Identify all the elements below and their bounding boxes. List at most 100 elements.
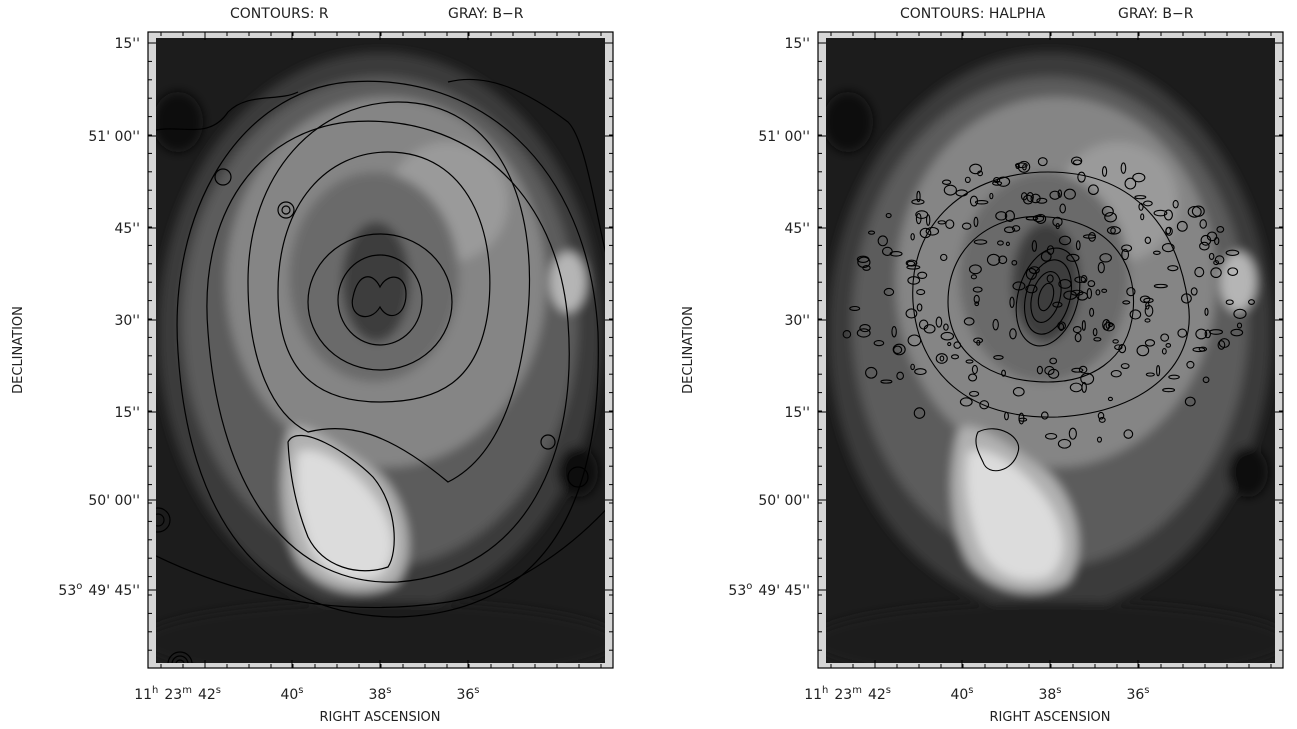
contour-bit bbox=[1134, 195, 1147, 200]
contour-bit bbox=[1145, 372, 1155, 377]
label-text: 38 bbox=[368, 687, 386, 703]
contour-bit bbox=[880, 379, 893, 384]
contour-bit bbox=[1097, 261, 1105, 274]
contour-bit bbox=[1009, 296, 1015, 309]
contour-bit bbox=[963, 317, 975, 326]
contour-bit bbox=[1227, 267, 1239, 277]
contour-bit bbox=[1031, 240, 1038, 252]
contour-bit bbox=[892, 343, 906, 356]
contour-bit bbox=[911, 199, 925, 205]
label-sup: s bbox=[968, 685, 973, 696]
x-tick-label: 11h​23m​42s​ bbox=[804, 685, 891, 703]
y-tick-label: 15'' bbox=[114, 405, 140, 421]
contour-bit bbox=[1153, 209, 1168, 217]
contour-bit bbox=[1124, 177, 1137, 190]
contour-bit bbox=[1096, 436, 1103, 443]
contour-bit bbox=[974, 301, 980, 307]
contour-bit bbox=[1015, 162, 1028, 169]
contour-bit bbox=[1101, 288, 1108, 294]
contour-bit bbox=[856, 328, 871, 338]
contour-bit bbox=[989, 192, 994, 200]
contour-bit bbox=[916, 289, 926, 296]
contour-bit bbox=[1140, 213, 1145, 221]
y-tick-label: 53o​49' 45'' bbox=[58, 581, 140, 599]
contour-bit bbox=[1165, 343, 1172, 348]
contour-bit bbox=[940, 253, 948, 262]
contour-bit bbox=[1004, 411, 1009, 421]
contours bbox=[156, 78, 605, 663]
contour-bit bbox=[1144, 339, 1156, 347]
contour-bit bbox=[1194, 266, 1205, 278]
contour-bit bbox=[955, 189, 968, 197]
contour-bit bbox=[891, 325, 897, 338]
contour-bit bbox=[1087, 184, 1099, 196]
contour-bit bbox=[993, 176, 1001, 184]
label-text: 30'' bbox=[784, 313, 810, 329]
label-sup: o bbox=[76, 581, 82, 592]
contour-bit bbox=[1177, 328, 1188, 338]
contour-bit bbox=[1120, 363, 1130, 369]
label-text: 36 bbox=[1126, 687, 1144, 703]
label-text: 51' 00'' bbox=[758, 129, 810, 145]
contour-bit bbox=[1199, 241, 1210, 251]
label-text: 15'' bbox=[784, 36, 810, 52]
contour-bit bbox=[1202, 376, 1210, 384]
contour-bit bbox=[1112, 339, 1119, 344]
contour-bit bbox=[968, 264, 982, 275]
label-text: 49' 45'' bbox=[758, 583, 810, 599]
contour-bit bbox=[1168, 374, 1180, 380]
y-tick-label: 15'' bbox=[784, 36, 810, 52]
contour-bit bbox=[910, 363, 915, 371]
contour-bit bbox=[1049, 357, 1058, 365]
contour-bit bbox=[1110, 227, 1116, 234]
title-contours: CONTOURS: R bbox=[230, 6, 329, 22]
y-tick-label: 53o​49' 45'' bbox=[728, 581, 810, 599]
label-text: 53 bbox=[58, 583, 76, 599]
contour-bit bbox=[1082, 234, 1097, 239]
contour-bit bbox=[1102, 318, 1111, 331]
panel bbox=[147, 31, 614, 669]
contour-bit bbox=[941, 179, 952, 185]
y-axis-label: DECLINATION bbox=[681, 306, 696, 394]
contour-bit bbox=[1187, 205, 1202, 218]
y-tick-label: 30'' bbox=[114, 313, 140, 329]
contour-bit bbox=[1122, 300, 1131, 305]
contour-bit bbox=[1153, 283, 1168, 289]
contour-bit bbox=[907, 276, 921, 285]
contour-bit bbox=[1144, 304, 1154, 317]
contour-bit bbox=[1138, 202, 1144, 211]
contour-bit bbox=[943, 323, 949, 331]
contour-bit bbox=[940, 331, 955, 341]
contour-bit bbox=[1075, 240, 1081, 251]
contour-bit bbox=[915, 213, 922, 225]
x-tick-label: 40s​ bbox=[950, 685, 973, 703]
contour-bit bbox=[1208, 252, 1215, 261]
x-axis-label: RIGHT ASCENSION bbox=[320, 710, 441, 725]
contour-bit bbox=[1132, 172, 1146, 183]
contour-bit bbox=[914, 368, 927, 376]
contour-bit bbox=[1095, 289, 1101, 296]
y-tick-label: 45'' bbox=[114, 221, 140, 237]
label-text: 50' 00'' bbox=[758, 493, 810, 509]
x-tick-label: 11h​23m​42s​ bbox=[134, 685, 221, 703]
contour-bit bbox=[964, 176, 971, 184]
contour-bit bbox=[842, 329, 852, 339]
contour-bit bbox=[1020, 192, 1028, 201]
contour-bit bbox=[1121, 248, 1130, 261]
contour-bit bbox=[1081, 320, 1086, 331]
x-tick-label: 38s​ bbox=[368, 685, 391, 703]
contour-bit bbox=[1162, 387, 1176, 393]
contour-bit bbox=[1071, 156, 1083, 166]
contour-bit bbox=[1018, 412, 1025, 425]
label-text: 42 bbox=[198, 687, 216, 703]
label-text: 30'' bbox=[114, 313, 140, 329]
contour-bit bbox=[1057, 321, 1066, 330]
contour-bit bbox=[1036, 197, 1048, 204]
contour-bit bbox=[1092, 327, 1098, 337]
contour-bit bbox=[1072, 326, 1082, 334]
contour-bit bbox=[1176, 220, 1188, 232]
contour-bit bbox=[881, 246, 893, 256]
label-text: 15'' bbox=[114, 405, 140, 421]
